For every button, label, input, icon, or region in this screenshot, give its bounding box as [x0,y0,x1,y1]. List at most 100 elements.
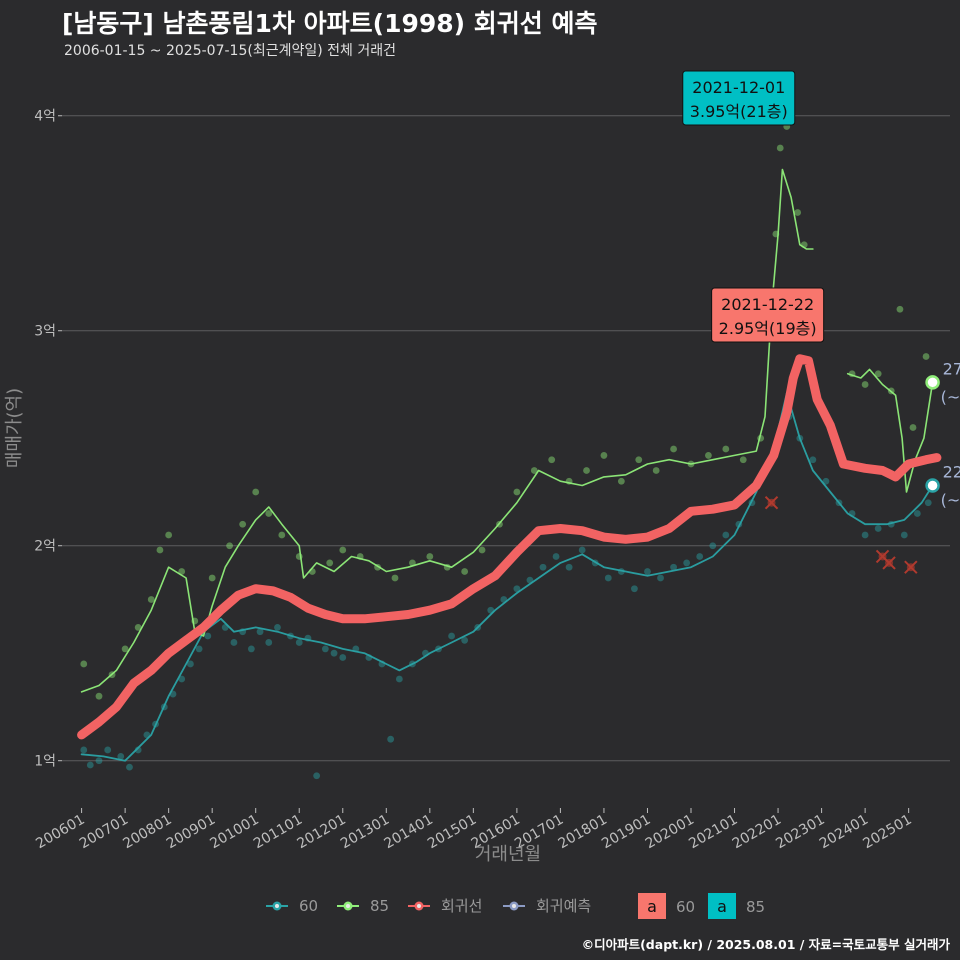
scatter-point-85-13 [252,488,260,496]
x-tick-label-9: 201501 [425,812,479,853]
y-axis-title: 매매가(억) [4,388,25,468]
scatter-point-85-54 [909,424,917,431]
series-line-60-0 [80,392,934,762]
x-tick-label-8: 201401 [382,812,436,853]
scatter-point-60-21 [265,639,273,646]
scatter-60 [80,413,932,780]
scatter-point-85-50 [861,381,869,388]
end-label-area-1: (~60㎡) [941,491,960,510]
scatter-point-60-67 [822,477,830,485]
scatter-point-60-75 [924,499,932,507]
footer-credit: ©디아파트(dapt.kr) / 2025.08.01 / 자료=국토교통부 실… [581,937,950,952]
legend-box-0: a 60 [638,893,695,919]
scatter-point-85-6 [156,546,164,554]
scatter-point-60-53 [644,568,651,575]
scatter-point-85-41 [722,445,730,453]
x-tick-label-1: 200701 [77,812,131,853]
scatter-point-85-45 [776,144,784,152]
scatter-point-60-5 [126,763,133,771]
end-point-85 [925,375,940,390]
scatter-point-60-4 [117,753,125,760]
scatter-point-60-0 [80,746,88,754]
legend: 60 85 회귀선 회귀예측 a 60 a 85 [266,893,765,919]
series-lines [77,168,942,762]
scatter-point-60-47 [565,563,573,571]
scatter-point-85-15 [278,531,286,539]
scatter-point-85-55 [922,353,930,360]
x-tick-label-12: 201801 [556,812,610,853]
scatter-point-85-24 [426,553,434,560]
scatter-point-85-34 [600,452,608,459]
chart-subtitle: 2006-01-15 ~ 2025-07-15(최근계약일) 전체 거래건 [64,43,396,59]
scatter-point-60-70 [861,531,869,539]
cancel-mark-cross [764,496,779,510]
scatter-point-60-38 [448,632,455,640]
negative-marks [764,496,918,574]
scatter-point-85-51 [874,370,882,378]
x-tick-label-17: 202301 [773,812,827,853]
legend-box-swatch [638,893,666,919]
x-tick-label-3: 200901 [164,812,218,853]
scatter-point-60-28 [330,649,338,657]
scatter-point-60-19 [247,645,255,653]
end-point-60 [925,478,940,493]
callout-box [682,70,796,126]
legend-box-label: 85 [746,898,765,916]
legend-box-glyph: a [647,897,657,916]
scatter-point-85-10 [208,574,216,582]
callout-date: 2021-12-22 [721,295,814,314]
x-tick-label-19: 202501 [860,812,914,853]
scatter-point-85-27 [478,546,486,554]
scatter-point-60-12 [187,660,194,668]
legend-label: 85 [370,897,389,915]
series-line-reg-3 [77,354,942,740]
x-axis-title: 거래년월 [475,844,541,865]
x-tick-label-5: 201101 [251,812,305,853]
scatter-point-60-59 [722,531,730,539]
x-tick-label-4: 201001 [207,812,261,853]
scatter-point-85-1 [95,692,103,700]
scatter-point-85-42 [739,456,747,464]
end-label-area-0: (~85㎡) [941,387,960,406]
legend-box-swatch [708,893,736,919]
scatter-point-60-24 [295,639,303,646]
legend-item-s85: 85 [337,897,389,915]
scatter-point-60-1 [86,761,94,769]
legend-box-1: a 85 [708,893,765,919]
series-line-85-2 [846,368,934,493]
y-tick-label-3: 4억 [34,109,56,125]
y-tick-label-0: 1억 [34,754,56,770]
callout-1: 2021-12-22 2.95억(19층) [711,287,825,343]
scatter-point-60-13 [195,645,203,653]
scatter-point-60-66 [809,456,817,464]
scatter-point-60-71 [874,525,882,532]
scatter-point-60-50 [604,574,612,582]
scatter-point-85-53 [896,305,904,313]
callout-box [711,287,825,343]
scatter-point-60-48 [578,546,586,554]
scatter-point-60-73 [900,531,908,539]
legend-dot-core [417,904,421,908]
legend-label: 회귀선 [441,897,482,915]
scatter-point-60-45 [539,563,547,571]
scatter-point-60-34 [395,675,403,683]
callout-date: 2021-12-01 [692,78,785,97]
scatter-point-60-27 [321,645,329,653]
legend-label: 60 [299,897,318,915]
scatter-point-85-26 [461,568,469,575]
scatter-point-85-8 [178,568,186,575]
scatter-point-85-5 [147,596,155,603]
x-tick-label-18: 202401 [817,812,871,853]
scatter-point-60-55 [670,563,677,571]
end-label-value-0: 27,620 [943,359,960,378]
cancel-mark-2 [882,556,896,570]
legend-box-glyph: a [717,897,727,916]
legend-dot-core [512,904,516,908]
scatter-point-60-20 [256,628,264,636]
chart-title: [남동구] 남촌풍림1차 아파트(1998) 회귀선 예측 [62,9,598,38]
scatter-point-85-47 [794,209,802,216]
scatter-point-60-56 [683,559,691,567]
scatter-point-85-0 [80,660,88,668]
scatter-point-85-11 [226,542,233,550]
scatter-point-60-26 [313,772,321,780]
